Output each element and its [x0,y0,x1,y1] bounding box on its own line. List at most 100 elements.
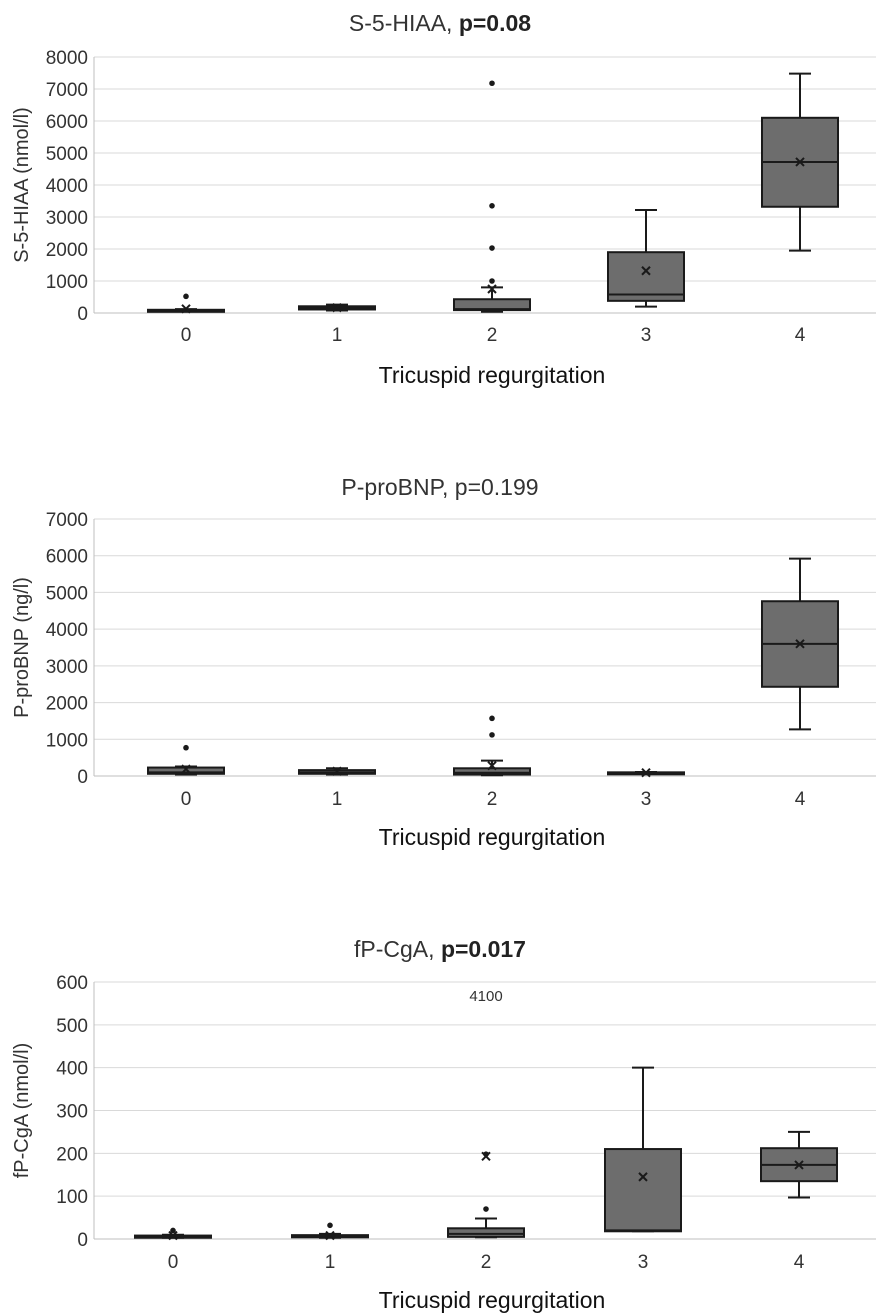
x-axis-label: Tricuspid regurgitation [379,1287,606,1313]
y-tick-label: 0 [77,304,88,325]
chart-title-text: P-proBNP, p=0.199 [341,474,538,500]
outlier-point [489,245,495,251]
chart-panel-0: S-5-HIAA, p=0.08 0 1000 2000 3000 4000 5000 600… [11,10,876,388]
x-tick-label: 4 [794,1252,805,1273]
y-tick-label: 7000 [46,510,88,531]
x-tick-label: 1 [325,1252,336,1273]
chart-title-text: fP-CgA, [354,936,441,962]
y-tick-label: 5000 [46,583,88,604]
box-1 [298,766,376,776]
y-tick-label: 4000 [46,176,88,197]
mean-marker [641,266,651,276]
mean-marker [641,767,651,778]
box-3 [607,208,685,308]
y-tick-label: 300 [56,1102,88,1123]
y-tick-label: 2000 [46,694,88,715]
x-tick-label: 4 [795,789,806,810]
y-tick-label: 600 [56,973,88,994]
mean-marker [168,1230,178,1241]
chart-title-text: S-5-HIAA, [349,10,459,36]
y-tick-label: 1000 [46,272,88,293]
box-1 [291,1222,369,1241]
chart-panel-2: fP-CgA, p=0.017 0 100 200 300 400 500 600 fP-CgA… [11,936,876,1313]
mean-marker [181,764,191,774]
box-2 [453,80,531,313]
outlier-point [483,1151,489,1157]
box-4 [760,1130,838,1199]
mean-marker [638,1172,648,1182]
mean-marker [794,1160,804,1170]
iqr-box [447,1227,525,1238]
y-tick-label: 2000 [46,240,88,261]
x-axis-label: Tricuspid regurgitation [379,362,606,388]
outlier-point [483,1206,489,1212]
outlier-point [170,1227,176,1234]
outlier-point [489,278,495,284]
mean-marker [795,639,805,649]
x-tick-label: 0 [181,325,192,346]
mean-marker [181,304,191,314]
chart-title: P-proBNP, p=0.199 [341,474,538,500]
y-axis-label: P-proBNP (ng/l) [11,577,33,718]
y-tick-label: 8000 [46,48,88,69]
mean-marker [487,284,497,294]
chart-title-pvalue: p=0.017 [441,936,526,962]
x-tick-label: 3 [641,789,652,810]
box-0 [147,744,225,776]
x-tick-label: 1 [332,789,343,810]
x-tick-label: 2 [487,325,498,346]
mean-marker [795,157,805,167]
chart-title: fP-CgA, p=0.017 [354,936,526,962]
y-tick-label: 500 [56,1016,88,1037]
outlier-point [489,80,495,87]
y-tick-label: 400 [56,1059,88,1080]
outlier-point [489,715,495,722]
iqr-box [607,251,685,302]
mean-marker [332,303,342,313]
x-tick-label: 4 [795,325,806,346]
box-1 [298,303,376,313]
box-4 [761,557,839,731]
x-tick-label: 0 [181,789,192,810]
y-tick-label: 0 [77,767,88,788]
outlier-point [489,732,495,738]
outlier-point [183,293,189,300]
outlier-point [489,203,495,209]
x-tick-label: 1 [332,325,343,346]
chart-panel-1: P-proBNP, p=0.199 0 1000 2000 3000 4000 5000 60… [11,474,876,850]
y-axis-label: fP-CgA (nmol/l) [11,1043,33,1179]
y-tick-label: 7000 [46,80,88,101]
chart-annotation: 4100 [469,988,502,1005]
x-tick-label: 3 [638,1252,649,1273]
x-tick-label: 2 [481,1252,492,1273]
chart-title-pvalue: p=0.08 [459,10,531,36]
y-tick-label: 1000 [46,730,88,751]
outlier-point [183,744,189,751]
y-tick-label: 4000 [46,620,88,641]
chart-title: S-5-HIAA, p=0.08 [349,10,531,36]
y-tick-label: 0 [77,1230,88,1251]
x-tick-label: 3 [641,325,652,346]
box-3 [607,767,685,778]
mean-marker [325,1230,335,1241]
box-2 [447,1151,525,1239]
x-tick-label: 2 [487,789,498,810]
box-3 [604,1066,682,1233]
y-tick-label: 5000 [46,144,88,165]
iqr-box [604,1148,682,1233]
x-tick-label: 0 [168,1252,179,1273]
outlier-point [327,1222,333,1229]
y-tick-label: 3000 [46,657,88,678]
iqr-box [147,766,225,775]
y-tick-label: 6000 [46,547,88,568]
y-axis-label: S-5-HIAA (nmol/l) [11,107,33,263]
box-4 [761,72,839,252]
iqr-box [453,767,531,776]
x-axis-label: Tricuspid regurgitation [379,824,606,850]
box-0 [134,1227,212,1241]
mean-marker [487,761,497,771]
y-tick-label: 200 [56,1144,88,1165]
y-tick-label: 100 [56,1187,88,1208]
mean-marker [332,766,342,776]
